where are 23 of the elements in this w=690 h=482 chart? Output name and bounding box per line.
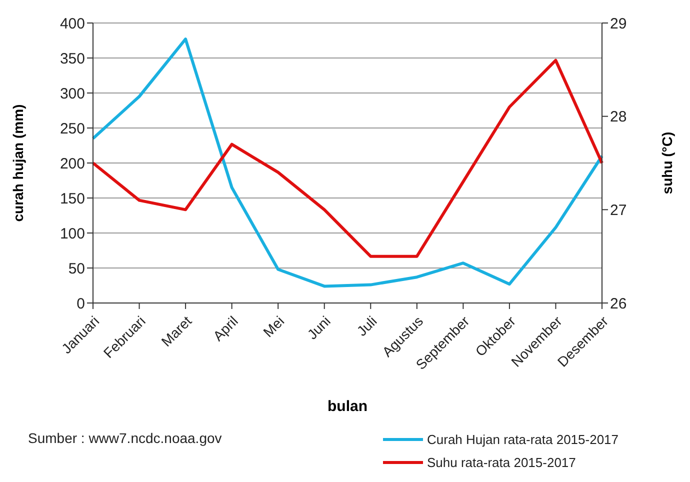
x-tick-label: Juli	[354, 312, 380, 340]
y2-tick-label: 28	[610, 108, 627, 126]
y-tick-label: 150	[60, 190, 85, 208]
y-tick-label: 350	[60, 50, 85, 68]
y2-tick-label: 26	[610, 295, 627, 312]
y-tick-label: 200	[60, 155, 85, 172]
legend-label: Suhu rata-rata 2015-2017	[427, 455, 576, 470]
y-tick-label: 50	[68, 260, 85, 278]
y-tick-label: 0	[76, 295, 85, 312]
y2-tick-label: 29	[610, 15, 627, 32]
x-tick-label: Mei	[260, 312, 288, 340]
y-axis-title: curah hujan (mm)	[10, 104, 26, 222]
y-tick-label: 300	[60, 85, 85, 102]
y2-tick-label: 27	[610, 202, 627, 219]
x-axis-title: bulan	[328, 398, 368, 415]
text: Sumber : www7.ncdc.noaa.gov	[28, 430, 222, 446]
legend-label: Curah Hujan rata-rata 2015-2017	[427, 432, 619, 447]
y-tick-label: 250	[60, 120, 85, 138]
y-tick-label: 400	[60, 15, 85, 32]
y2-axis-title: suhu (°C)	[658, 132, 675, 194]
line-series	[92, 38, 604, 288]
line-series	[92, 58, 604, 258]
y-tick-label: 100	[60, 225, 85, 242]
